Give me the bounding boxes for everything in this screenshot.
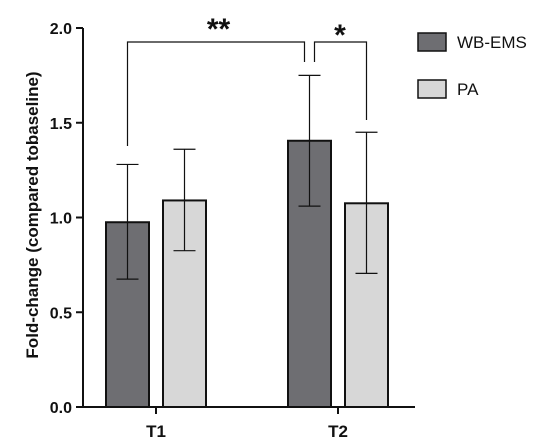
bracket-t2-wb-pa: [313, 41, 368, 120]
legend-swatch-pa: [417, 79, 447, 99]
bars: [105, 139, 389, 408]
significance-annotations: ** *: [126, 13, 368, 146]
y-tick-label: 1.5: [50, 116, 72, 133]
bracket-t1-t2: [126, 41, 306, 146]
legend-swatch-wb-ems: [417, 32, 447, 52]
y-axis-title: Fold-change (compared tobaseline): [23, 71, 42, 358]
x-tick-label: T2: [328, 422, 348, 441]
y-tick-label: 0.5: [50, 305, 72, 322]
legend: WB-EMS PA: [417, 32, 527, 99]
y-tick-label: 1.0: [50, 211, 72, 228]
y-tick-label: 2.0: [50, 21, 72, 38]
legend-label-wb-ems: WB-EMS: [457, 33, 527, 52]
significance-label: *: [334, 19, 346, 52]
significance-label: **: [207, 13, 231, 46]
y-tick-label: 0.0: [50, 400, 72, 417]
error-bars: [116, 74, 378, 280]
legend-label-pa: PA: [457, 80, 479, 99]
x-tick-label: T1: [146, 422, 166, 441]
